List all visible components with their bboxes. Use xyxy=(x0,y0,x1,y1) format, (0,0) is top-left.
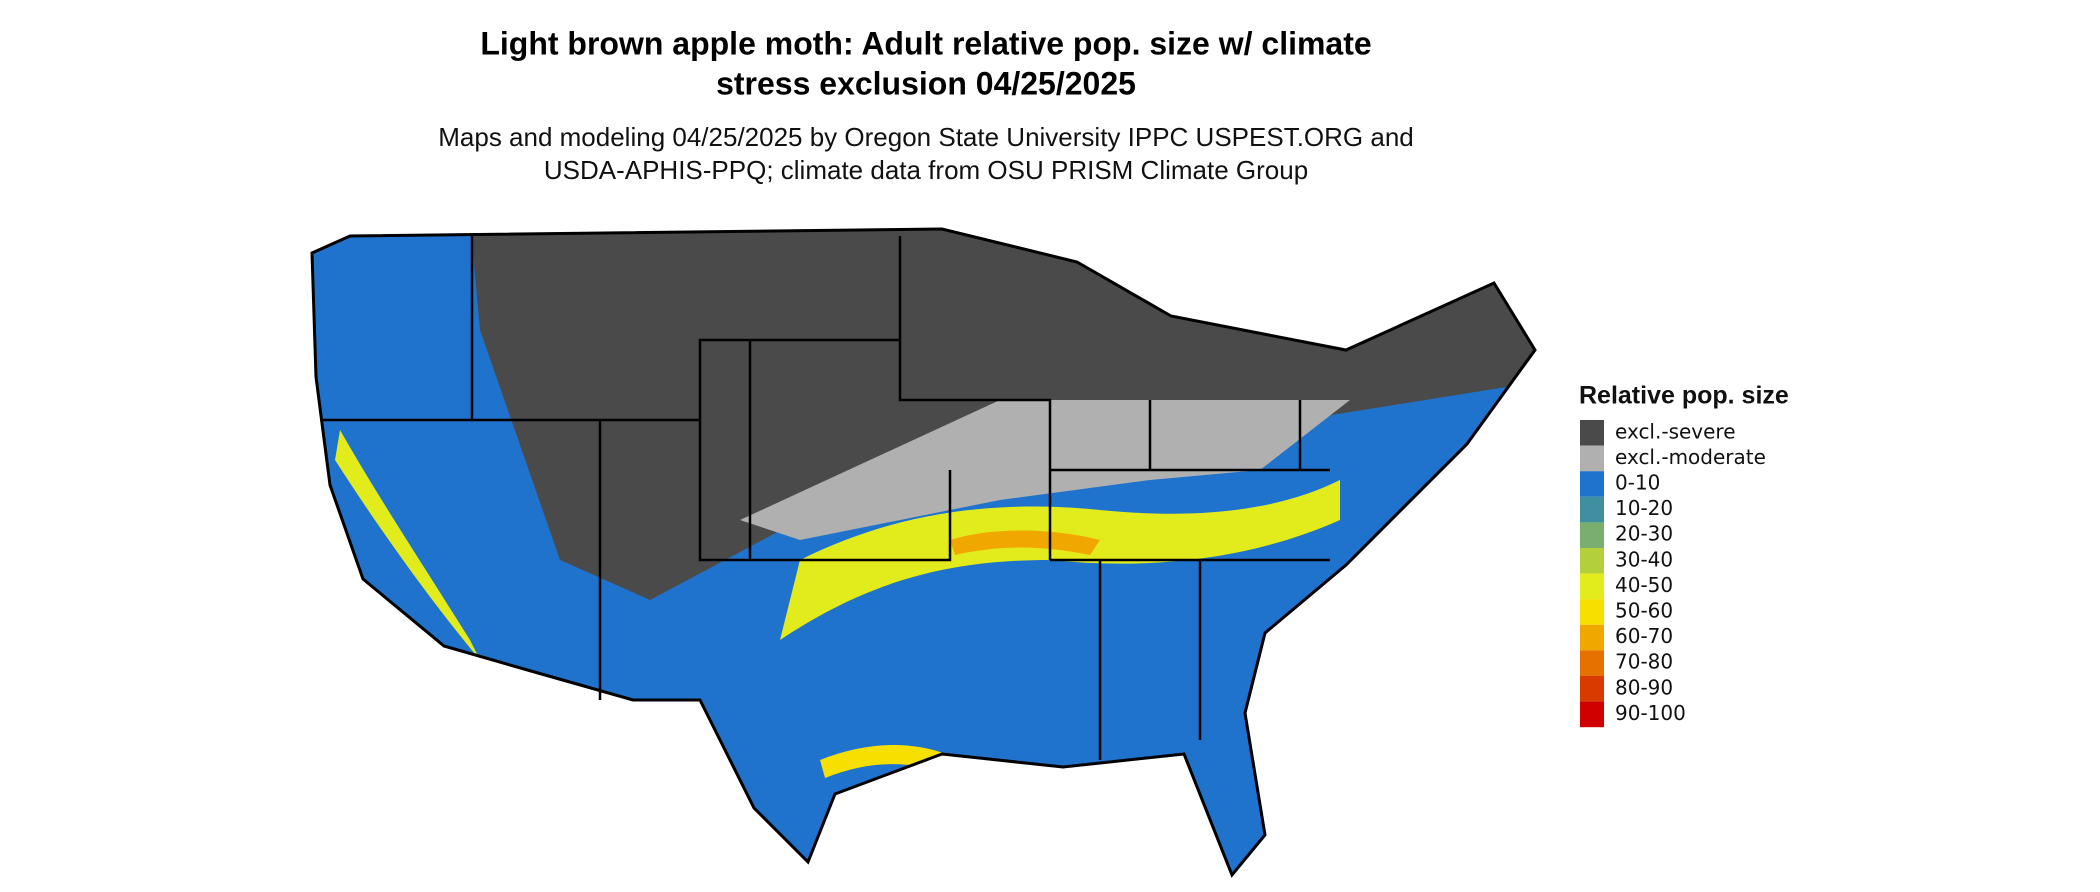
legend-swatch xyxy=(1580,420,1604,446)
legend-label: excl.-moderate xyxy=(1615,445,1766,469)
legend-label: 70-80 xyxy=(1615,650,1673,674)
legend-swatch xyxy=(1580,496,1604,523)
legend: excl.-severeexcl.-moderate0-1010-2020-30… xyxy=(1580,419,1766,728)
legend-label: 60-70 xyxy=(1615,624,1673,648)
country-outline xyxy=(310,227,1537,878)
state-border xyxy=(320,236,1330,760)
legend-title: Relative pop. size xyxy=(1579,382,1789,410)
legend-swatch xyxy=(1580,471,1604,497)
legend-swatch xyxy=(1580,701,1604,728)
legend-swatch xyxy=(1580,548,1604,574)
legend-label: 20-30 xyxy=(1615,522,1673,546)
legend-swatch xyxy=(1580,522,1604,548)
region-fill xyxy=(950,530,1100,555)
region-fill xyxy=(335,430,480,660)
legend-swatch xyxy=(1580,573,1604,600)
title: Light brown apple moth: Adult relative p… xyxy=(480,25,1371,61)
legend-swatch xyxy=(1580,676,1604,702)
legend-label: 90-100 xyxy=(1615,701,1686,725)
region-fill xyxy=(740,400,1350,540)
title: stress exclusion 04/25/2025 xyxy=(716,65,1136,101)
legend-label: excl.-severe xyxy=(1615,419,1736,443)
legend-label: 0-10 xyxy=(1615,471,1660,495)
legend-label: 50-60 xyxy=(1615,599,1673,623)
subtitle: USDA-APHIS-PPQ; climate data from OSU PR… xyxy=(544,155,1308,185)
subtitle: Maps and modeling 04/25/2025 by Oregon S… xyxy=(438,122,1414,152)
region-fill xyxy=(820,745,960,778)
legend-label: 30-40 xyxy=(1615,547,1673,571)
legend-swatch xyxy=(1580,624,1604,651)
legend-label: 10-20 xyxy=(1615,496,1673,520)
legend-label: 80-90 xyxy=(1615,675,1673,699)
map xyxy=(312,229,1535,875)
state-borders xyxy=(310,227,1537,878)
legend-label: 40-50 xyxy=(1615,573,1673,597)
legend-swatch xyxy=(1580,599,1604,625)
legend-swatch xyxy=(1580,445,1604,472)
legend-swatch xyxy=(1580,650,1604,676)
